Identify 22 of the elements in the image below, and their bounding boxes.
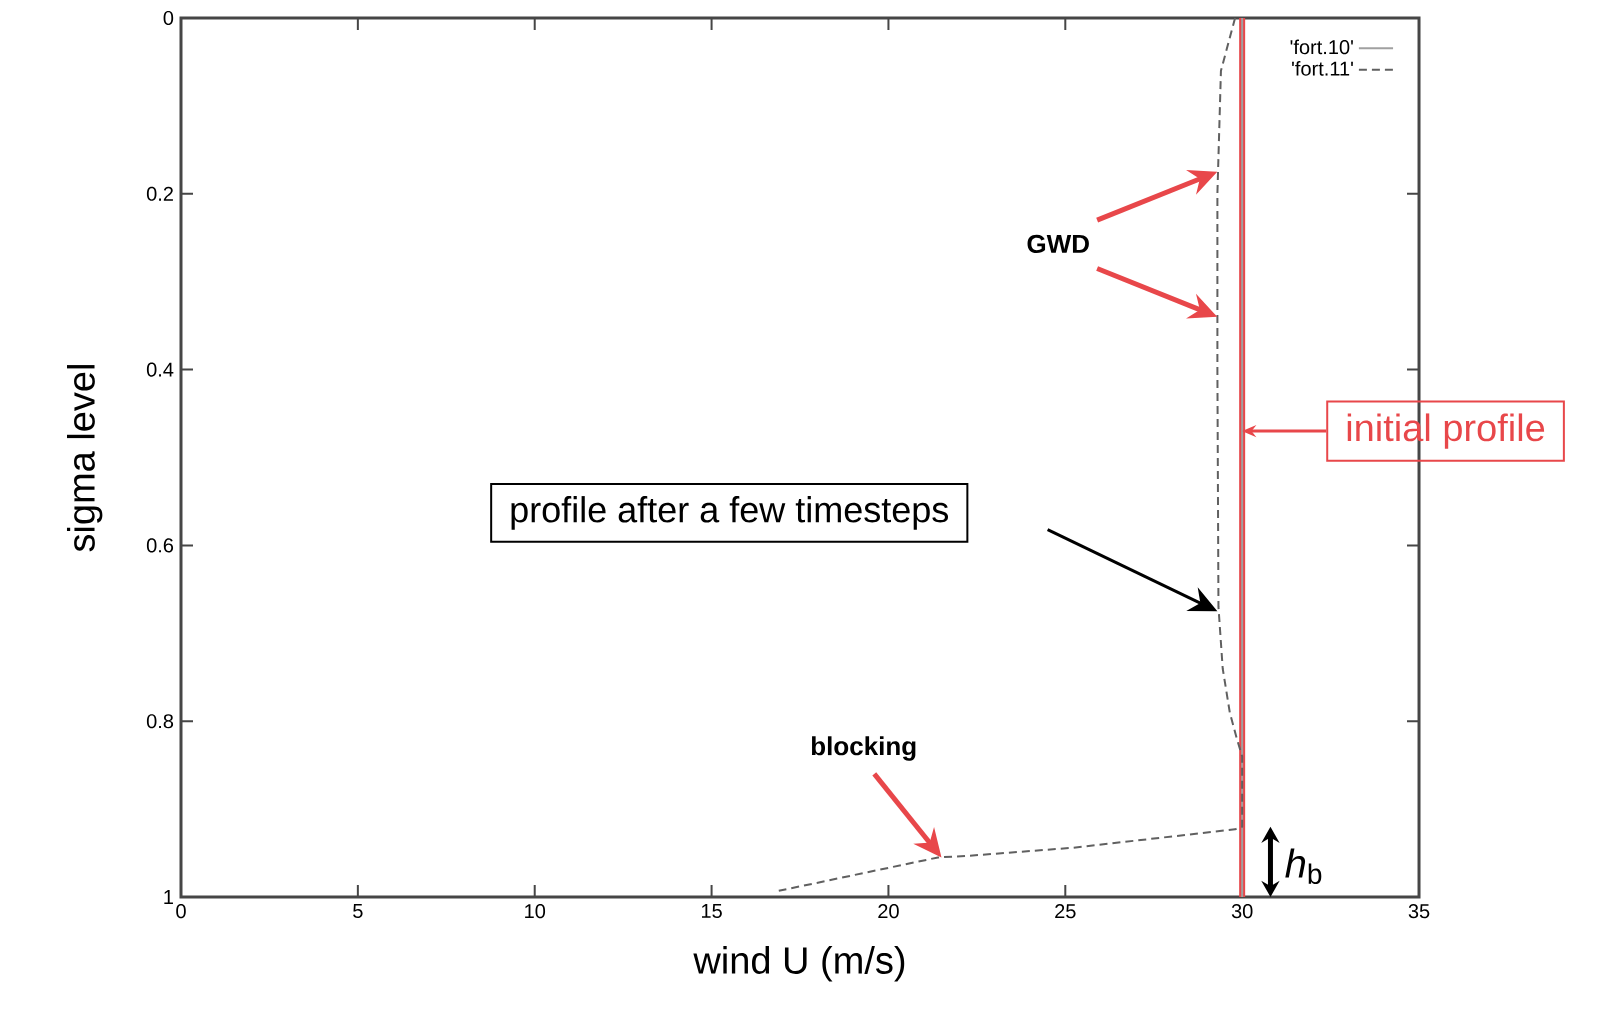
annotation: GWD — [1027, 234, 1089, 254]
x-tick-label: 10 — [525, 904, 546, 919]
x-tick-label: 35 — [1408, 904, 1430, 919]
x-tick-label: 15 — [701, 904, 722, 919]
y-tick-label: 0.6 — [146, 538, 174, 553]
x-tick-label: 30 — [1231, 904, 1253, 919]
annotation: blocking — [811, 736, 916, 761]
y-tick-label: 0 — [163, 10, 174, 26]
annotation: profile after a few timesteps — [511, 496, 949, 530]
x-axis-title: wind U (m/s) — [693, 945, 905, 982]
legend-label: 'fort.10' — [1290, 39, 1353, 55]
annotation: h$_{b}$ — [1285, 848, 1322, 884]
y-axis-title: sigma level — [66, 365, 103, 552]
y-tick-label: 1 — [164, 890, 173, 904]
legend-label: 'fort.11' — [1292, 61, 1353, 76]
x-tick-label: 20 — [878, 904, 899, 919]
x-tick-label: 0 — [176, 904, 186, 919]
y-tick-label: 0.8 — [146, 714, 174, 729]
x-tick-label: 25 — [1055, 904, 1076, 919]
y-tick-label: 0.4 — [146, 362, 174, 377]
y-tick-label: 0.2 — [146, 186, 173, 201]
x-tick-label: 5 — [353, 904, 363, 919]
